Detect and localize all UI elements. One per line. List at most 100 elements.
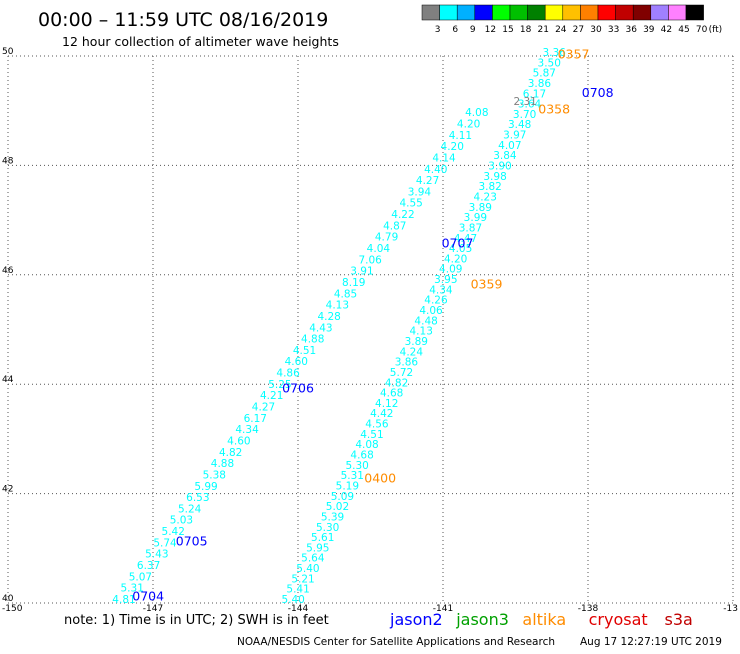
swh-value: 4.51 [360, 429, 383, 441]
colorbar-tick: 27 [573, 25, 584, 35]
swh-value: 4.51 [293, 345, 316, 357]
colorbar-tick: 18 [520, 25, 532, 35]
swh-value: 4.40 [424, 164, 447, 176]
swh-value: 4.22 [391, 209, 414, 221]
swh-value: 5.87 [533, 68, 556, 80]
swh-value: 4.88 [211, 458, 234, 470]
swh-value: 4.11 [449, 130, 472, 142]
swh-value: 5.38 [203, 469, 226, 481]
y-tick-label: 40 [2, 594, 14, 604]
swh-value: 4.13 [326, 300, 349, 312]
swh-value: 5.95 [306, 542, 329, 554]
colorbar-tick: 3 [435, 25, 441, 35]
colorbar-swatch [509, 4, 528, 21]
swh-value: 4.55 [399, 198, 422, 210]
swh-value: 4.34 [235, 424, 259, 436]
y-tick-label: 48 [2, 156, 14, 166]
colorbar-swatch [527, 4, 546, 21]
chart-subtitle: 12 hour collection of altimeter wave hei… [62, 34, 339, 49]
swh-value: 6.37 [137, 560, 160, 572]
swh-value: 4.43 [309, 322, 332, 334]
swh-value: 5.43 [145, 549, 168, 561]
swh-value: 5.25 [268, 379, 291, 391]
colorbar-swatch [580, 4, 599, 21]
colorbar-swatch [456, 4, 476, 21]
swh-value: 4.08 [355, 439, 378, 451]
swh-value: 3.50 [538, 57, 561, 69]
swh-value: 5.39 [321, 511, 344, 523]
swh-value: 5.30 [345, 460, 368, 472]
swh-value: 5.07 [129, 571, 152, 583]
y-tick-label: 46 [2, 266, 14, 276]
footer-timestamp: Aug 17 12:27:19 UTC 2019 [580, 636, 722, 648]
x-tick-label: -13 [723, 604, 738, 614]
colorbar-tick: 70 [696, 25, 708, 35]
swh-value: 4.81 [112, 594, 135, 606]
swh-value: 3.48 [508, 119, 531, 131]
swh-value: 4.68 [350, 450, 373, 462]
swh-value: 4.82 [219, 447, 242, 459]
swh-value: 3.95 [434, 274, 457, 286]
chart-title: 00:00 – 11:59 UTC 08/16/2019 [38, 9, 328, 31]
colorbar-swatch [632, 4, 652, 21]
swh-value: 3.82 [478, 181, 501, 193]
colorbar-swatch [474, 4, 493, 21]
swh-value: 4.27 [416, 175, 439, 187]
legend-satellites: jason2 jason3 altika cryosat s3a [389, 610, 693, 629]
x-tick-label: -141 [433, 604, 453, 614]
swh-value: 3.70 [513, 109, 536, 121]
x-tick-label: -138 [578, 604, 599, 614]
swh-value: 4.12 [375, 398, 398, 410]
time-label: 0400 [364, 471, 396, 486]
swh-value: 3.36 [542, 47, 566, 59]
colorbar-tick: 45 [678, 25, 689, 35]
colorbar-tick: 21 [537, 25, 548, 35]
time-label: 0708 [582, 85, 614, 100]
legend-satellite: jason3 [455, 610, 509, 629]
swh-value: 4.14 [432, 152, 456, 164]
y-tick-label: 50 [2, 47, 14, 57]
swh-value: 4.68 [380, 388, 403, 400]
swh-value: 5.31 [341, 470, 364, 482]
colorbar-swatch [492, 4, 511, 21]
colorbar-swatch [685, 4, 704, 21]
colorbar-tick: 30 [590, 25, 602, 35]
time-label: 0705 [176, 534, 208, 549]
colorbar-swatch [668, 4, 687, 21]
x-tick-label: -144 [288, 604, 309, 614]
swh-value: 5.61 [311, 532, 334, 544]
swh-value: 4.60 [227, 435, 250, 447]
colorbar-unit: (ft) [709, 25, 723, 35]
track-values: 4.815.315.076.375.435.745.425.035.246.53… [112, 47, 566, 606]
swh-value: 4.06 [419, 305, 443, 317]
swh-value: 6.17 [244, 413, 267, 425]
swh-value: 3.64 [518, 99, 542, 111]
swh-value: 4.85 [334, 288, 357, 300]
time-label: 0706 [282, 380, 314, 395]
x-tick-label: -147 [143, 604, 163, 614]
swh-value: 4.07 [498, 140, 521, 152]
swh-value: 5.99 [194, 481, 217, 493]
swh-value: 5.21 [291, 573, 314, 585]
y-tick-label: 44 [2, 375, 14, 385]
swh-value: 3.89 [469, 202, 492, 214]
swh-value: 5.03 [170, 515, 193, 527]
swh-value: 4.42 [370, 408, 393, 420]
swh-value: 3.89 [405, 336, 428, 348]
swh-value: 4.13 [410, 326, 433, 338]
axis-ticks: -150 -147 -144 -141 -138 -13 40 42 44 46 48 50 [2, 47, 738, 614]
colorbar-swatch [650, 4, 669, 21]
y-tick-label: 42 [2, 485, 13, 495]
time-label: 0357 [558, 47, 590, 62]
swh-value: 5.74 [153, 537, 177, 549]
swh-value: 3.94 [408, 186, 432, 198]
swh-value: 5.41 [286, 584, 309, 596]
colorbar-tick: 15 [502, 25, 513, 35]
swh-value: 4.09 [439, 264, 462, 276]
time-label: 0358 [538, 101, 570, 116]
swh-value: 5.64 [301, 553, 325, 565]
time-label: 0704 [132, 588, 164, 603]
swh-value: 4.34 [429, 284, 453, 296]
